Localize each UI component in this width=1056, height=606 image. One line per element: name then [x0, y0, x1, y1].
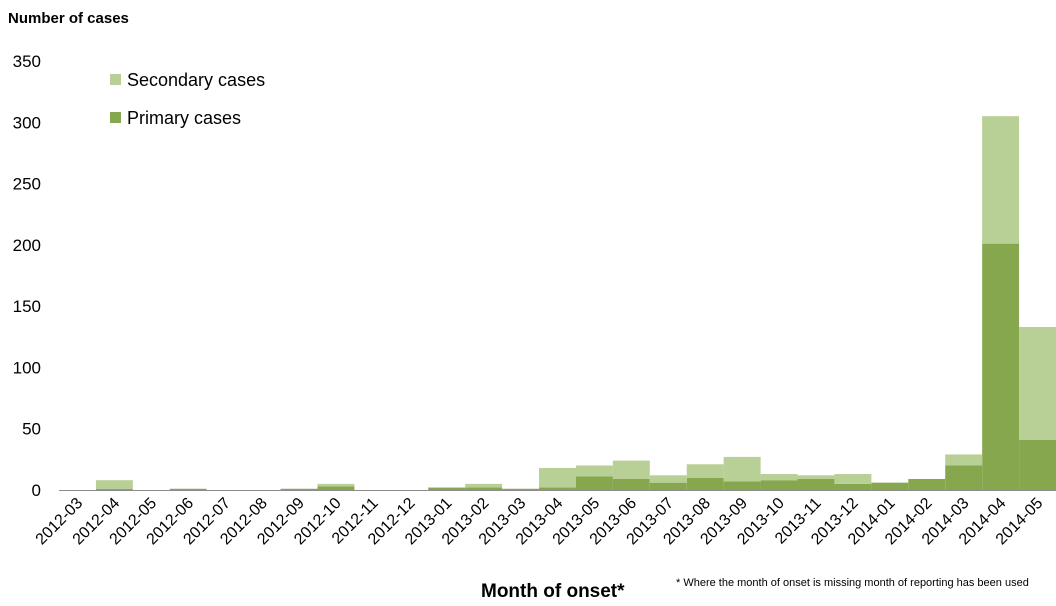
- y-tick-label: 150: [13, 297, 41, 316]
- legend-label-primary-cases: Primary cases: [127, 108, 241, 128]
- bar-secondary-cases-2012-04: [95, 480, 133, 489]
- bar-primary-cases-2013-11: [797, 478, 835, 490]
- bar-primary-cases-2013-07: [649, 482, 687, 490]
- bar-primary-cases-2013-10: [760, 480, 798, 490]
- y-tick-label: 100: [13, 358, 41, 377]
- y-tick-label: 300: [13, 113, 41, 132]
- bar-primary-cases-2013-06: [612, 478, 650, 490]
- y-tick-label: 50: [22, 420, 41, 439]
- bar-primary-cases-2014-05: [1019, 439, 1056, 490]
- bar-secondary-cases-2013-08: [686, 464, 724, 478]
- bar-primary-cases-2014-01: [871, 482, 909, 490]
- bar-primary-cases-2013-08: [686, 477, 724, 490]
- bar-primary-cases-2012-10: [317, 486, 355, 490]
- bar-secondary-cases-2013-07: [649, 475, 687, 483]
- legend-label-secondary-cases: Secondary cases: [127, 70, 265, 90]
- bar-primary-cases-2014-03: [945, 465, 983, 490]
- bar-secondary-cases-2013-12: [834, 474, 872, 484]
- bar-primary-cases-2013-01: [428, 487, 466, 490]
- bar-secondary-cases-2014-05: [1019, 326, 1056, 440]
- x-axis-title: Month of onset*: [481, 581, 625, 602]
- y-tick-label: 250: [13, 175, 41, 194]
- bar-primary-cases-2012-04: [95, 488, 133, 490]
- bar-primary-cases-2012-09: [280, 488, 318, 490]
- bar-secondary-cases-2014-04: [982, 116, 1020, 244]
- bar-secondary-cases-2013-09: [723, 456, 761, 482]
- y-axis-title: Number of cases: [8, 10, 129, 27]
- bar-secondary-cases-2013-10: [760, 474, 798, 481]
- legend-swatch-secondary-cases: [110, 74, 121, 85]
- bar-secondary-cases-2013-11: [797, 475, 835, 479]
- bar-secondary-cases-2014-03: [945, 454, 983, 466]
- bar-primary-cases-2013-03: [502, 488, 540, 490]
- bar-secondary-cases-2012-10: [317, 483, 355, 487]
- bar-primary-cases-2013-02: [465, 487, 503, 490]
- bar-primary-cases-2013-12: [834, 483, 872, 490]
- legend-swatch-primary-cases: [110, 112, 121, 123]
- bar-primary-cases-2012-06: [169, 488, 207, 490]
- bar-primary-cases-2013-04: [539, 487, 576, 490]
- bar-primary-cases-2014-02: [908, 478, 946, 490]
- y-tick-label: 0: [32, 481, 41, 500]
- bar-primary-cases-2014-04: [982, 243, 1020, 490]
- y-tick-label: 200: [13, 236, 41, 255]
- bar-primary-cases-2013-09: [723, 481, 761, 490]
- bar-secondary-cases-2013-06: [612, 460, 650, 479]
- bar-secondary-cases-2013-02: [465, 483, 503, 488]
- bar-secondary-cases-2013-04: [539, 467, 576, 488]
- footnote: * Where the month of onset is missing mo…: [676, 577, 1029, 589]
- bar-primary-cases-2013-05: [575, 476, 613, 490]
- bar-secondary-cases-2013-05: [575, 465, 613, 477]
- y-tick-label: 350: [13, 52, 41, 71]
